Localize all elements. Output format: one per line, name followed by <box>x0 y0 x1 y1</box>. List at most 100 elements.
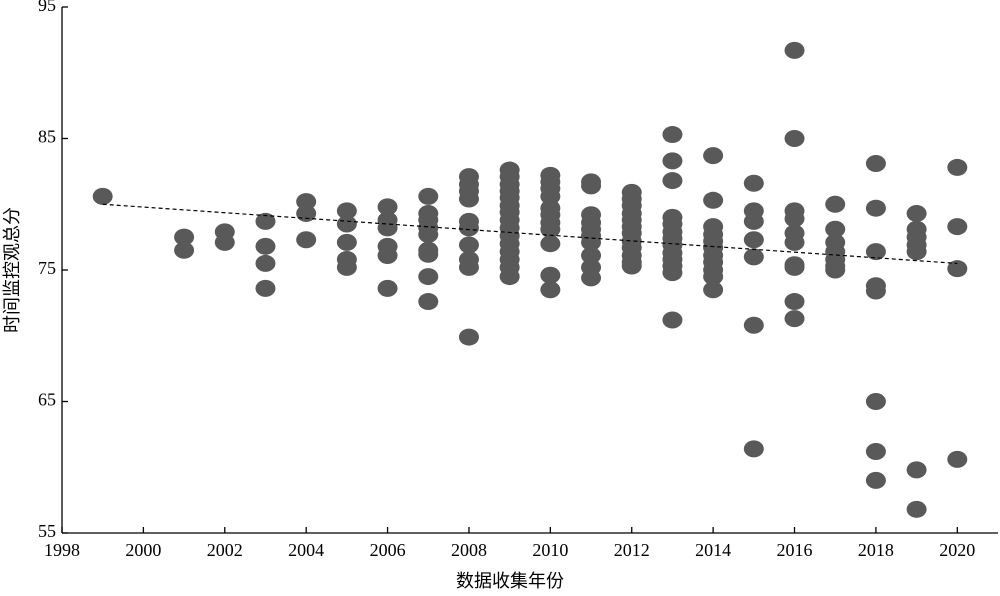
point <box>540 220 561 238</box>
point <box>621 257 642 275</box>
x-tick-label: 2006 <box>370 540 406 560</box>
point <box>92 187 113 205</box>
point <box>540 235 561 253</box>
point <box>418 187 439 205</box>
point <box>336 202 357 220</box>
x-tick-label: 2002 <box>207 540 243 560</box>
point <box>825 220 846 238</box>
point <box>255 279 276 297</box>
point <box>703 268 724 286</box>
y-tick-label: 65 <box>38 390 56 410</box>
point <box>174 228 195 246</box>
point <box>499 268 520 286</box>
point <box>336 215 357 233</box>
point <box>906 500 927 518</box>
x-tick-label: 2000 <box>125 540 161 560</box>
point <box>296 193 317 211</box>
point <box>418 245 439 263</box>
point <box>865 154 886 172</box>
point <box>174 241 195 259</box>
point <box>947 218 968 236</box>
x-tick-label: 2014 <box>695 540 731 560</box>
point <box>581 177 602 195</box>
point <box>662 152 683 170</box>
point <box>865 282 886 300</box>
point <box>255 237 276 255</box>
point <box>825 195 846 213</box>
point <box>906 461 927 479</box>
point <box>865 243 886 261</box>
point <box>865 442 886 460</box>
y-tick-label: 85 <box>38 127 56 147</box>
point <box>581 269 602 287</box>
x-tick-label: 2016 <box>777 540 813 560</box>
point <box>947 158 968 176</box>
point <box>743 248 764 266</box>
point <box>906 243 927 261</box>
point <box>377 247 398 265</box>
point <box>784 130 805 147</box>
point <box>662 264 683 282</box>
point <box>458 236 479 254</box>
trendline <box>102 203 958 265</box>
point <box>743 174 764 192</box>
point <box>214 233 235 251</box>
point <box>906 204 927 222</box>
point <box>947 450 968 468</box>
point <box>865 393 886 410</box>
y-tick-label: 55 <box>38 521 56 541</box>
point <box>336 233 357 251</box>
point <box>418 293 439 311</box>
y-tick-label: 95 <box>38 0 56 15</box>
point <box>336 258 357 276</box>
point <box>255 254 276 272</box>
point <box>947 260 968 278</box>
point <box>377 198 398 216</box>
x-tick-label: 2018 <box>858 540 894 560</box>
point <box>743 231 764 249</box>
point <box>255 212 276 230</box>
point <box>296 231 317 249</box>
x-tick-label: 2004 <box>288 540 324 560</box>
point <box>784 233 805 251</box>
x-tick-label: 2010 <box>532 540 568 560</box>
point <box>865 471 886 489</box>
point <box>458 328 479 346</box>
x-tick-label: 2020 <box>939 540 975 560</box>
point <box>743 212 764 230</box>
point <box>377 219 398 237</box>
point <box>540 266 561 284</box>
point <box>458 219 479 237</box>
point <box>662 126 683 144</box>
point <box>377 279 398 297</box>
point <box>540 187 561 205</box>
point <box>865 199 886 217</box>
point <box>418 268 439 286</box>
point <box>458 258 479 276</box>
x-tick-label: 1998 <box>44 540 80 560</box>
point <box>743 316 764 334</box>
point <box>662 172 683 190</box>
x-tick-label: 2012 <box>614 540 650 560</box>
point <box>703 281 724 299</box>
point <box>784 41 805 59</box>
point <box>743 440 764 458</box>
y-axis-label: 时间监控观总分 <box>2 207 22 333</box>
x-axis-label: 数据收集年份 <box>456 571 564 591</box>
point <box>703 147 724 165</box>
point <box>784 258 805 276</box>
point <box>662 311 683 329</box>
point <box>540 281 561 299</box>
x-tick-label: 2008 <box>451 540 487 560</box>
point <box>784 293 805 311</box>
point <box>825 261 846 279</box>
point <box>784 210 805 228</box>
point <box>703 191 724 209</box>
point <box>784 310 805 328</box>
y-tick-label: 75 <box>38 258 56 278</box>
point <box>581 247 602 265</box>
point <box>458 190 479 208</box>
point <box>418 225 439 243</box>
